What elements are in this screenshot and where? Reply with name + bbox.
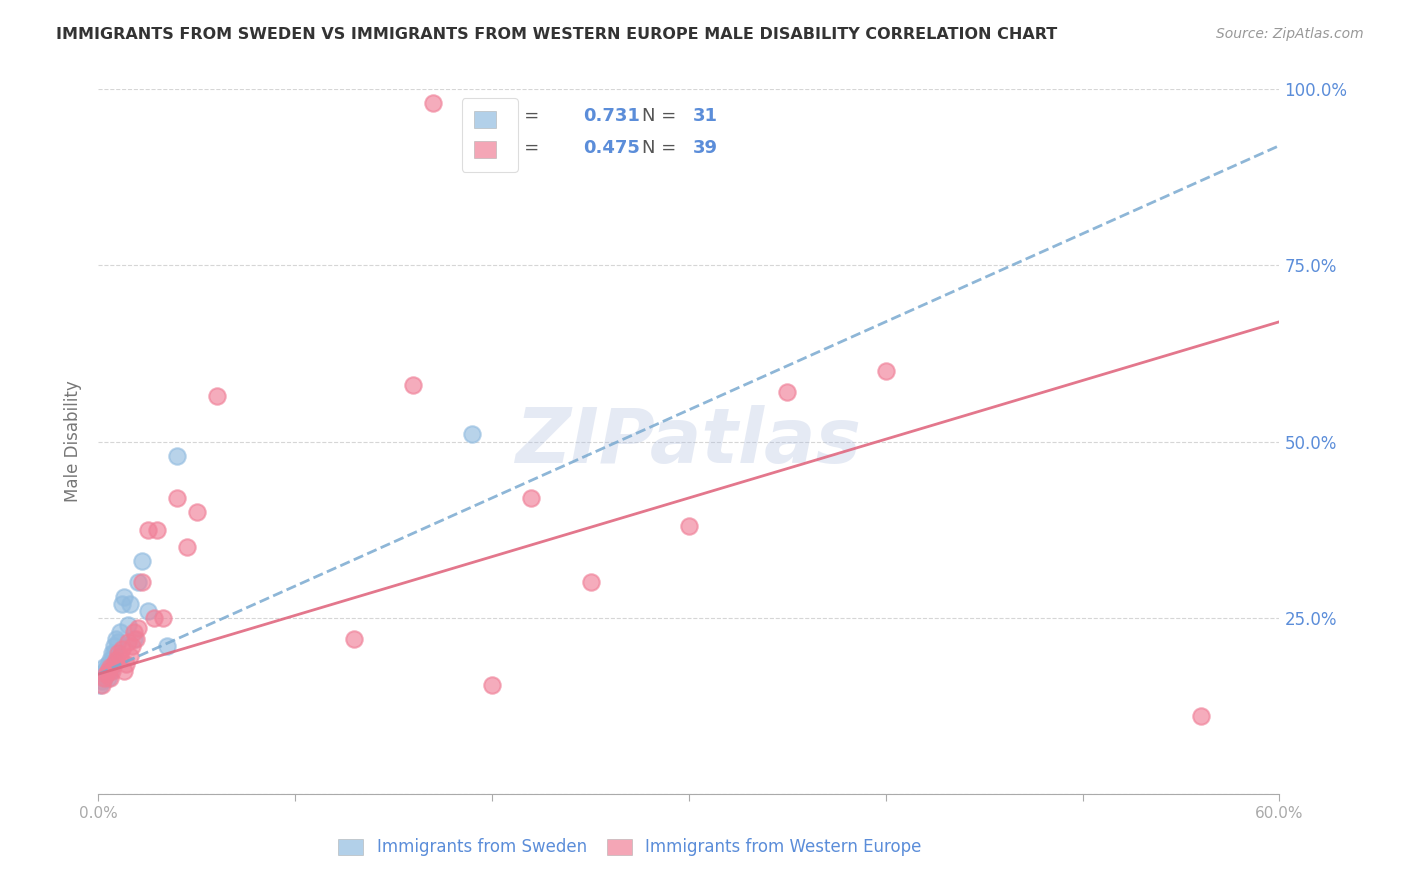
Text: 31: 31 xyxy=(693,107,717,125)
Point xyxy=(103,639,125,653)
Point xyxy=(1189,709,1212,723)
Point xyxy=(166,449,188,463)
Point xyxy=(103,646,125,660)
Point xyxy=(678,519,700,533)
Point xyxy=(96,667,118,681)
Point xyxy=(98,653,121,667)
Point xyxy=(96,667,118,681)
Text: 0.475: 0.475 xyxy=(582,138,640,157)
Point xyxy=(117,635,139,649)
Point xyxy=(97,660,120,674)
Point xyxy=(136,523,159,537)
Point xyxy=(152,610,174,624)
Point xyxy=(118,649,141,664)
Point xyxy=(93,660,115,674)
Point xyxy=(98,660,121,674)
Y-axis label: Male Disability: Male Disability xyxy=(65,381,83,502)
Point xyxy=(136,604,159,618)
Point xyxy=(105,632,128,646)
Point xyxy=(131,575,153,590)
Point xyxy=(111,597,134,611)
Point xyxy=(98,671,121,685)
Point xyxy=(103,657,125,671)
Point xyxy=(186,505,208,519)
Point xyxy=(117,617,139,632)
Text: Source: ZipAtlas.com: Source: ZipAtlas.com xyxy=(1216,27,1364,41)
Point xyxy=(97,657,120,671)
Text: N =: N = xyxy=(641,107,676,125)
Point xyxy=(101,646,124,660)
Point xyxy=(93,671,115,685)
Point xyxy=(91,678,114,692)
Point xyxy=(579,575,602,590)
Point xyxy=(89,678,111,692)
Point xyxy=(205,389,228,403)
Point xyxy=(107,635,129,649)
Point xyxy=(112,664,135,678)
Point xyxy=(422,96,444,111)
Text: N =: N = xyxy=(641,138,676,157)
Point xyxy=(101,664,124,678)
Text: R =: R = xyxy=(506,138,538,157)
Text: ZIPatlas: ZIPatlas xyxy=(516,405,862,478)
Point xyxy=(122,624,145,639)
Point xyxy=(402,378,425,392)
Point xyxy=(125,632,148,646)
Point xyxy=(776,385,799,400)
Point xyxy=(91,667,114,681)
Point xyxy=(115,657,138,671)
Text: 0.731: 0.731 xyxy=(582,107,640,125)
Point xyxy=(96,664,118,678)
Point xyxy=(93,671,115,685)
Point xyxy=(127,621,149,635)
Text: 39: 39 xyxy=(693,138,717,157)
Legend: Immigrants from Sweden, Immigrants from Western Europe: Immigrants from Sweden, Immigrants from … xyxy=(332,831,928,863)
Point xyxy=(118,597,141,611)
Point xyxy=(105,653,128,667)
Text: R =: R = xyxy=(506,107,538,125)
Point xyxy=(875,364,897,378)
Point xyxy=(101,657,124,671)
Point xyxy=(461,427,484,442)
Point xyxy=(481,678,503,692)
Point xyxy=(97,671,120,685)
Point xyxy=(107,646,129,660)
Point xyxy=(97,664,120,678)
Point xyxy=(156,639,179,653)
Point xyxy=(121,639,143,653)
Point xyxy=(146,523,169,537)
Text: IMMIGRANTS FROM SWEDEN VS IMMIGRANTS FROM WESTERN EUROPE MALE DISABILITY CORRELA: IMMIGRANTS FROM SWEDEN VS IMMIGRANTS FRO… xyxy=(56,27,1057,42)
Point xyxy=(142,610,165,624)
Point xyxy=(176,541,198,555)
Point xyxy=(112,590,135,604)
Point xyxy=(108,649,131,664)
Point xyxy=(93,664,115,678)
Point xyxy=(122,632,145,646)
Point xyxy=(520,491,543,505)
Point xyxy=(131,554,153,568)
Point xyxy=(91,674,114,689)
Point xyxy=(108,624,131,639)
Point xyxy=(111,642,134,657)
Point xyxy=(98,664,121,678)
Point xyxy=(343,632,366,646)
Point xyxy=(166,491,188,505)
Point xyxy=(127,575,149,590)
